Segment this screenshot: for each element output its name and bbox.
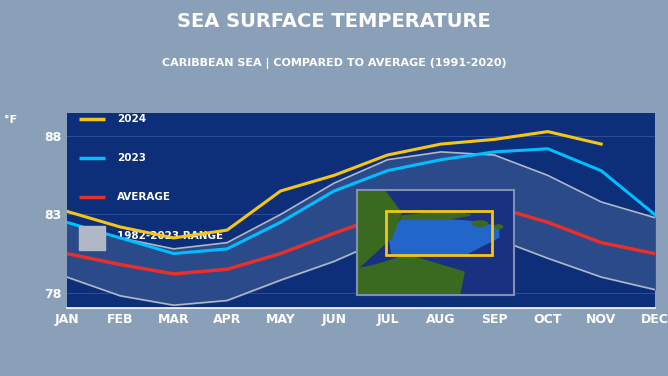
Text: 2024: 2024 <box>117 114 146 124</box>
Text: SEA SURFACE TEMPERATURE: SEA SURFACE TEMPERATURE <box>177 12 491 31</box>
Polygon shape <box>357 255 464 295</box>
Text: °F: °F <box>4 115 17 125</box>
Ellipse shape <box>472 221 488 226</box>
Text: 2023: 2023 <box>117 153 146 163</box>
Text: CARIBBEAN SEA | COMPARED TO AVERAGE (1991-2020): CARIBBEAN SEA | COMPARED TO AVERAGE (199… <box>162 58 506 70</box>
Polygon shape <box>389 219 498 255</box>
Bar <box>385 211 492 255</box>
Bar <box>79 226 105 250</box>
Ellipse shape <box>495 225 502 229</box>
Polygon shape <box>401 211 470 219</box>
Text: AVERAGE: AVERAGE <box>117 192 171 202</box>
Text: 1982-2023 RANGE: 1982-2023 RANGE <box>117 231 223 241</box>
Polygon shape <box>357 190 401 269</box>
